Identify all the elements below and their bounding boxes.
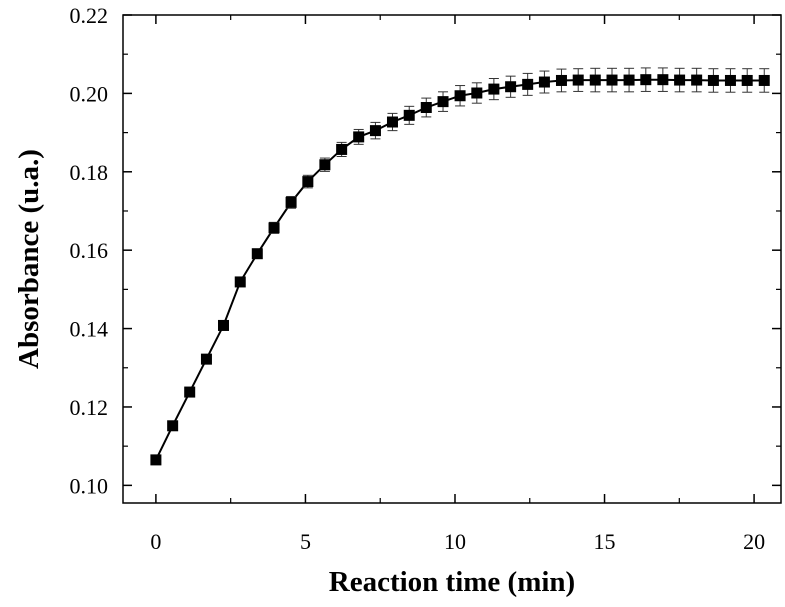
x-tick-label: 0 — [150, 529, 161, 554]
data-point — [538, 76, 550, 88]
data-point — [251, 248, 263, 260]
data-point — [471, 87, 483, 99]
plot-frame — [122, 14, 782, 504]
x-axis-title: Reaction time (min) — [329, 566, 575, 598]
data-point — [572, 74, 584, 86]
data-point — [623, 74, 635, 86]
y-axis-ticks: 0.10 0.12 0.14 0.16 0.18 0.20 0.22 — [70, 3, 781, 498]
data-point — [724, 74, 736, 86]
data-point — [741, 74, 753, 86]
y-axis-title: Absorbance (u.a.) — [13, 149, 45, 369]
data-point — [606, 74, 618, 86]
data-point — [674, 74, 686, 86]
y-tick-label: 0.20 — [70, 81, 109, 106]
data-point — [167, 420, 179, 432]
data-point — [640, 74, 652, 86]
data-point — [268, 222, 280, 234]
x-tick-label: 20 — [743, 529, 765, 554]
y-tick-label: 0.12 — [70, 395, 109, 420]
data-point — [369, 125, 381, 137]
data-point — [454, 90, 466, 102]
x-tick-label: 15 — [594, 529, 616, 554]
data-series — [150, 67, 770, 466]
x-tick-label: 5 — [300, 529, 311, 554]
series-line — [155, 78, 765, 461]
data-point — [217, 319, 229, 331]
data-point — [200, 353, 212, 365]
data-point — [555, 74, 567, 86]
data-point — [285, 196, 297, 208]
data-point — [403, 109, 415, 121]
y-tick-label: 0.10 — [70, 473, 109, 498]
y-tick-label: 0.14 — [70, 317, 109, 342]
data-point — [302, 176, 314, 188]
data-point — [589, 74, 601, 86]
data-point — [184, 386, 196, 398]
data-point — [691, 74, 703, 86]
y-tick-label: 0.18 — [70, 160, 109, 185]
data-point — [488, 83, 500, 95]
data-point — [234, 276, 246, 288]
data-point — [437, 96, 449, 108]
y-tick-label: 0.22 — [70, 3, 109, 28]
x-tick-label: 10 — [444, 529, 466, 554]
data-point — [336, 143, 348, 155]
data-point — [657, 74, 669, 86]
data-point — [150, 454, 162, 466]
data-point — [522, 78, 534, 90]
data-point — [758, 74, 770, 86]
data-point — [319, 159, 331, 171]
data-point — [505, 81, 517, 93]
data-point — [386, 116, 398, 128]
x-axis-ticks: 0 5 10 15 20 — [150, 15, 765, 554]
data-point — [420, 102, 432, 114]
data-point — [707, 74, 719, 86]
y-tick-label: 0.16 — [70, 238, 109, 263]
data-point — [353, 131, 365, 143]
